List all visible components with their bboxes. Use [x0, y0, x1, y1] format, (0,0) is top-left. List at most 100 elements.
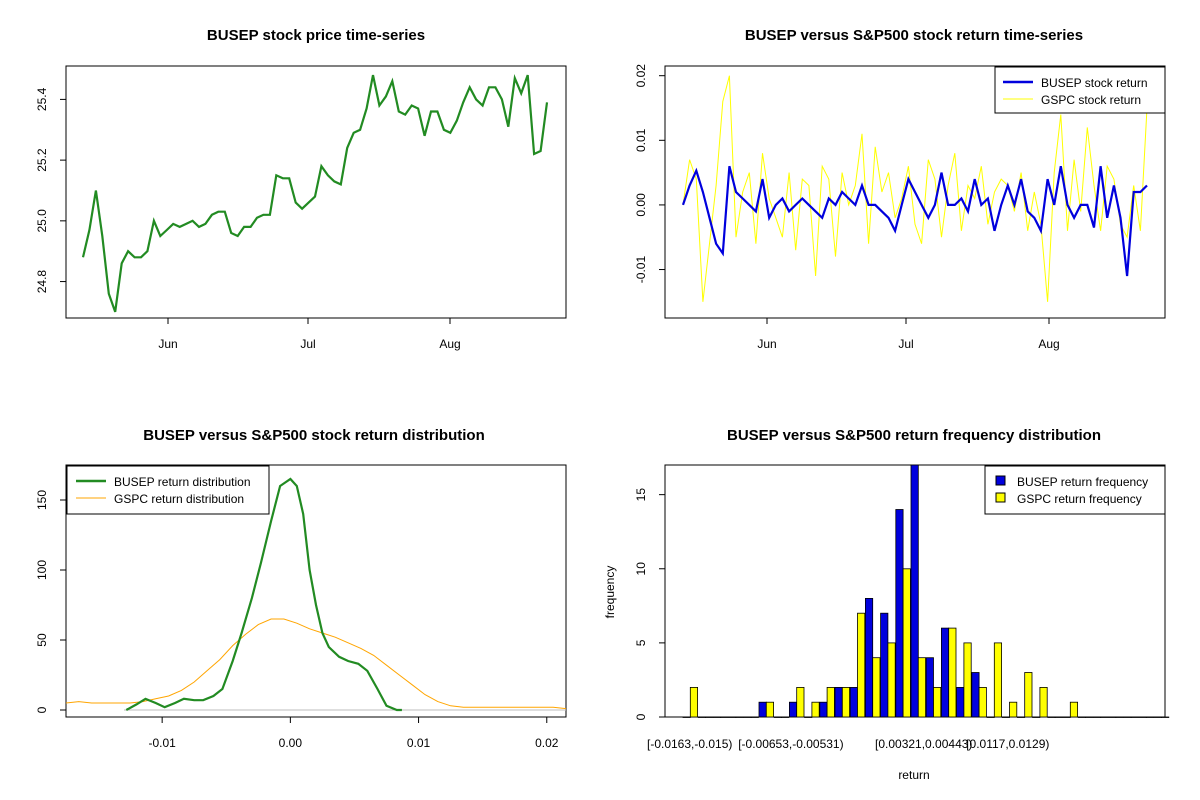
frequency-y-tick-label: 5	[634, 639, 648, 646]
price-line	[81, 73, 549, 313]
frequency-gspc-bar	[993, 642, 1002, 718]
frequency-busep-bar	[773, 716, 782, 718]
price-title: BUSEP stock price time-series	[207, 27, 425, 44]
frequency-gspc-bar	[1130, 716, 1139, 718]
frequency-busep-bar	[910, 464, 919, 718]
returns-legend-busep-label: BUSEP stock return	[1041, 76, 1148, 90]
frequency-gspc-bar	[948, 627, 957, 718]
density-y-tick-label: 0	[35, 706, 49, 713]
frequency-gspc-bar	[796, 687, 805, 718]
frequency-busep-bar	[697, 716, 706, 718]
panel-price: BUSEP stock price time-series Jun Jul Aug …	[35, 27, 567, 351]
frequency-gspc-bar	[978, 687, 987, 718]
returns-legend-gspc-label: GSPC stock return	[1041, 93, 1141, 107]
frequency-legend-box	[984, 465, 1166, 515]
density-x-tick-label: 0.00	[279, 736, 303, 750]
frequency-busep-bar	[1062, 716, 1071, 718]
frequency-busep-bar	[925, 657, 934, 718]
returns-y-tick-label: -0.01	[634, 256, 648, 284]
frequency-gspc-bar	[765, 701, 774, 718]
frequency-busep-bar	[971, 672, 980, 718]
frequency-x-tick-label: [0.0117,0.0129)	[966, 737, 1049, 751]
density-busep-line	[125, 477, 402, 712]
frequency-legend-gspc-swatch	[995, 492, 1006, 503]
frequency-legend-busep-label: BUSEP return frequency	[1017, 475, 1148, 489]
frequency-legend-busep-swatch	[995, 475, 1006, 486]
frequency-busep-bar	[1093, 716, 1102, 718]
density-y-tick-label: 100	[35, 560, 49, 580]
frequency-busep-bar	[713, 716, 722, 718]
frequency-y-tick-label: 10	[634, 562, 648, 576]
price-x-tick-label: Aug	[439, 337, 460, 351]
price-y-tick-label: 24.8	[35, 270, 49, 294]
returns-series	[681, 75, 1148, 302]
frequency-busep-bar	[1138, 716, 1147, 718]
frequency-gspc-bar	[887, 642, 896, 718]
frequency-x-tick-label: [-0.00653,-0.00531)	[738, 737, 843, 751]
price-x-tick-label: Jun	[158, 337, 177, 351]
returns-x-tick-label: Jul	[898, 337, 913, 351]
frequency-gspc-bar	[1009, 701, 1018, 718]
frequency-gspc-bar	[917, 657, 926, 718]
returns-y-axis: -0.01 0.00 0.01 0.02	[634, 64, 666, 284]
frequency-gspc-bar	[857, 612, 866, 718]
frequency-busep-bar	[895, 509, 904, 718]
frequency-x-label: return	[898, 768, 929, 782]
returns-y-tick-label: 0.00	[634, 193, 648, 217]
frequency-busep-bar	[1123, 716, 1132, 718]
frequency-gspc-bar	[811, 701, 820, 718]
frequency-gspc-bar	[902, 568, 911, 718]
density-x-axis: -0.01 0.00 0.01 0.02	[148, 716, 559, 750]
frequency-title: BUSEP versus S&P500 return frequency dis…	[727, 427, 1101, 444]
frequency-busep-bar	[1017, 716, 1026, 718]
returns-legend: BUSEP stock return GSPC stock return	[994, 66, 1166, 114]
returns-y-tick-label: 0.01	[634, 128, 648, 152]
returns-legend-box	[994, 66, 1166, 114]
density-y-tick-label: 150	[35, 490, 49, 510]
frequency-busep-bar	[728, 716, 737, 718]
frequency-busep-bar	[1047, 716, 1056, 718]
density-legend: BUSEP return distribution GSPC return di…	[66, 465, 270, 515]
returns-y-tick-label: 0.02	[634, 64, 648, 88]
frequency-busep-bar	[941, 627, 950, 718]
returns-x-tick-label: Aug	[1038, 337, 1059, 351]
density-x-tick-label: -0.01	[148, 736, 176, 750]
frequency-busep-bar	[880, 612, 889, 718]
price-y-tick-label: 25.2	[35, 148, 49, 172]
frequency-legend-gspc-label: GSPC return frequency	[1017, 492, 1142, 506]
frequency-busep-bar	[865, 598, 874, 718]
frequency-gspc-bar	[872, 657, 881, 718]
density-gspc-line	[65, 618, 567, 710]
frequency-gspc-bar	[689, 687, 698, 718]
frequency-y-axis: 0 5 10 15	[634, 488, 666, 720]
price-x-axis: Jun Jul Aug	[158, 317, 461, 351]
frequency-busep-bar	[1032, 716, 1041, 718]
frequency-busep-bar	[1108, 716, 1117, 718]
density-y-axis: 0 50 100 150	[35, 490, 67, 713]
frequency-gspc-bar	[933, 687, 942, 718]
density-y-tick-label: 50	[35, 633, 49, 647]
density-title: BUSEP versus S&P500 stock return distrib…	[143, 427, 485, 444]
density-legend-busep-label: BUSEP return distribution	[114, 475, 251, 489]
frequency-gspc-bar	[1039, 687, 1048, 718]
panel-returns: BUSEP versus S&P500 stock return time-se…	[634, 27, 1166, 351]
frequency-x-tick-label: [-0.0163,-0.015)	[647, 737, 732, 751]
frequency-busep-bar	[849, 687, 858, 718]
frequency-bars	[682, 464, 1170, 718]
frequency-gspc-bar	[705, 716, 714, 718]
frequency-busep-bar	[804, 716, 813, 718]
frequency-gspc-bar	[735, 716, 744, 718]
density-legend-box	[66, 465, 270, 515]
frequency-gspc-bar	[781, 716, 790, 718]
frequency-y-tick-label: 0	[634, 713, 648, 720]
frequency-gspc-bar	[1054, 716, 1063, 718]
frequency-busep-bar	[1077, 716, 1086, 718]
price-y-tick-label: 25.4	[35, 87, 49, 111]
frequency-gspc-bar	[826, 687, 835, 718]
frequency-busep-bar	[986, 716, 995, 718]
frequency-gspc-bar	[963, 642, 972, 718]
frequency-busep-bar	[789, 701, 798, 718]
returns-busep-line	[681, 165, 1148, 277]
frequency-busep-bar	[743, 716, 752, 718]
